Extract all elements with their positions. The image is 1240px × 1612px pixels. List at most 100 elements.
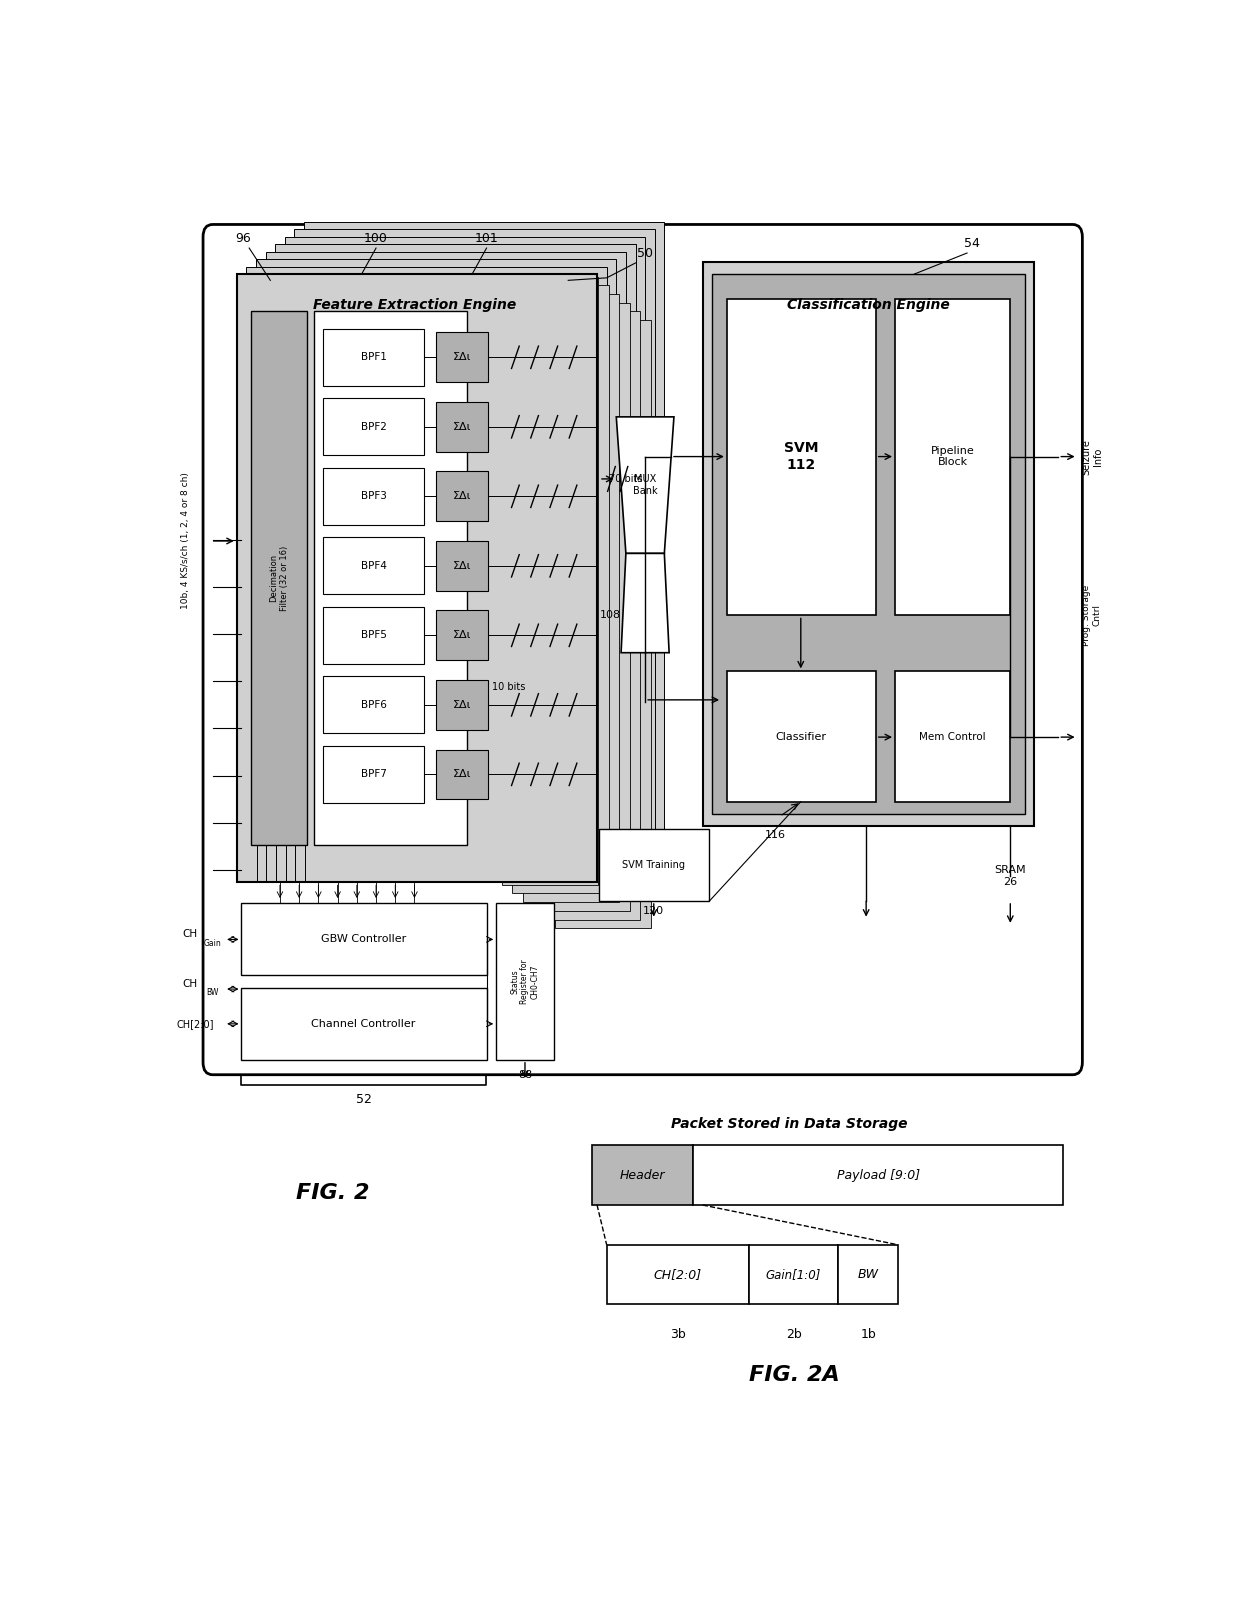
Bar xyxy=(502,277,598,885)
Bar xyxy=(599,829,709,901)
Text: 120: 120 xyxy=(644,906,665,916)
Text: 88: 88 xyxy=(518,1070,532,1080)
Text: Feature Extraction Engine: Feature Extraction Engine xyxy=(312,298,516,313)
Text: 100: 100 xyxy=(365,232,388,245)
Text: Gain: Gain xyxy=(203,938,222,948)
Bar xyxy=(242,903,486,975)
Text: BPF5: BPF5 xyxy=(361,630,387,640)
Bar xyxy=(712,274,1024,814)
Text: Classification Engine: Classification Engine xyxy=(786,298,950,313)
Text: 2b: 2b xyxy=(786,1328,801,1341)
Text: CH[2:0]: CH[2:0] xyxy=(653,1269,702,1282)
Text: ΣΔι: ΣΔι xyxy=(453,422,471,432)
Bar xyxy=(285,237,645,845)
Text: ΣΔι: ΣΔι xyxy=(453,492,471,501)
Text: Payload [9:0]: Payload [9:0] xyxy=(837,1169,920,1182)
Bar xyxy=(435,750,489,800)
Text: ΣΔι: ΣΔι xyxy=(453,769,471,779)
Text: BPF7: BPF7 xyxy=(361,769,387,779)
Text: Seizure
Info: Seizure Info xyxy=(1081,438,1102,474)
Text: Packet Stored in Data Storage: Packet Stored in Data Storage xyxy=(671,1117,908,1132)
Polygon shape xyxy=(616,418,675,553)
Text: ΣΔι: ΣΔι xyxy=(453,353,471,363)
Bar xyxy=(727,298,875,616)
Bar xyxy=(435,401,489,451)
Text: CH: CH xyxy=(182,978,197,990)
Bar xyxy=(544,311,640,919)
Bar xyxy=(593,1146,693,1206)
Bar xyxy=(255,260,616,867)
Text: 116: 116 xyxy=(764,830,785,840)
Text: ΣΔι: ΣΔι xyxy=(453,700,471,709)
Bar xyxy=(838,1244,898,1304)
Polygon shape xyxy=(621,553,670,653)
Text: ΣΔι: ΣΔι xyxy=(453,630,471,640)
Bar xyxy=(523,293,619,903)
Text: 1b: 1b xyxy=(861,1328,875,1341)
Bar xyxy=(512,285,609,893)
Text: BPF4: BPF4 xyxy=(361,561,387,571)
Bar xyxy=(324,537,424,595)
Text: GBW Controller: GBW Controller xyxy=(321,935,407,945)
Bar xyxy=(496,903,554,1059)
Text: BPF2: BPF2 xyxy=(361,422,387,432)
Text: SRAM
26: SRAM 26 xyxy=(994,866,1027,887)
Bar xyxy=(304,222,665,830)
Bar xyxy=(895,671,1011,801)
Bar xyxy=(324,606,424,664)
Bar xyxy=(435,680,489,730)
Text: Mem Control: Mem Control xyxy=(919,732,986,742)
Text: 101: 101 xyxy=(475,232,498,245)
Bar xyxy=(435,611,489,661)
Text: 54: 54 xyxy=(963,237,980,250)
Text: Pipeline
Block: Pipeline Block xyxy=(931,447,975,467)
Text: BW: BW xyxy=(207,988,218,998)
Text: SVM
112: SVM 112 xyxy=(784,442,818,472)
Bar xyxy=(435,542,489,590)
Text: 10 bits: 10 bits xyxy=(492,682,526,693)
Text: BPF6: BPF6 xyxy=(361,700,387,709)
Text: SVM Training: SVM Training xyxy=(622,859,686,870)
FancyBboxPatch shape xyxy=(203,224,1083,1075)
Bar xyxy=(237,274,596,882)
Text: BW: BW xyxy=(858,1269,879,1282)
Bar xyxy=(693,1146,1063,1206)
Text: 3b: 3b xyxy=(670,1328,686,1341)
Bar xyxy=(533,303,630,911)
Text: 108: 108 xyxy=(600,611,621,621)
Bar xyxy=(250,311,306,845)
Bar xyxy=(324,677,424,733)
Bar xyxy=(265,251,626,859)
Bar xyxy=(727,671,875,801)
Text: 96: 96 xyxy=(236,232,252,245)
Text: BPF1: BPF1 xyxy=(361,353,387,363)
Bar xyxy=(324,467,424,526)
Text: Header: Header xyxy=(620,1169,666,1182)
Text: Status
Register for
CH0-CH7: Status Register for CH0-CH7 xyxy=(510,959,539,1004)
Bar xyxy=(314,311,467,845)
Bar xyxy=(242,988,486,1059)
Text: 70 bits: 70 bits xyxy=(609,474,642,484)
Bar xyxy=(749,1244,838,1304)
Text: FIG. 2A: FIG. 2A xyxy=(749,1365,839,1385)
Text: 10b, 4 KS/s/ch (1, 2, 4 or 8 ch): 10b, 4 KS/s/ch (1, 2, 4 or 8 ch) xyxy=(181,472,190,609)
Text: 50: 50 xyxy=(637,247,653,260)
Bar xyxy=(324,746,424,803)
Text: 52: 52 xyxy=(356,1093,372,1106)
Text: BPF3: BPF3 xyxy=(361,492,387,501)
Bar xyxy=(324,398,424,455)
Text: CH[2:0]: CH[2:0] xyxy=(176,1019,215,1028)
Text: Prog. Storage
Cntrl: Prog. Storage Cntrl xyxy=(1083,585,1101,646)
Bar xyxy=(606,1244,749,1304)
Bar xyxy=(703,261,1034,827)
Text: Classifier: Classifier xyxy=(775,732,826,742)
Bar xyxy=(554,321,651,929)
Bar xyxy=(275,245,635,853)
Text: Decimation
Filter (32 or 16): Decimation Filter (32 or 16) xyxy=(269,545,289,611)
Text: Gain[1:0]: Gain[1:0] xyxy=(766,1269,821,1282)
Bar xyxy=(247,266,606,875)
Bar xyxy=(895,298,1011,616)
Text: Channel Controller: Channel Controller xyxy=(311,1019,415,1028)
Bar xyxy=(324,329,424,385)
Text: CH: CH xyxy=(182,930,197,940)
